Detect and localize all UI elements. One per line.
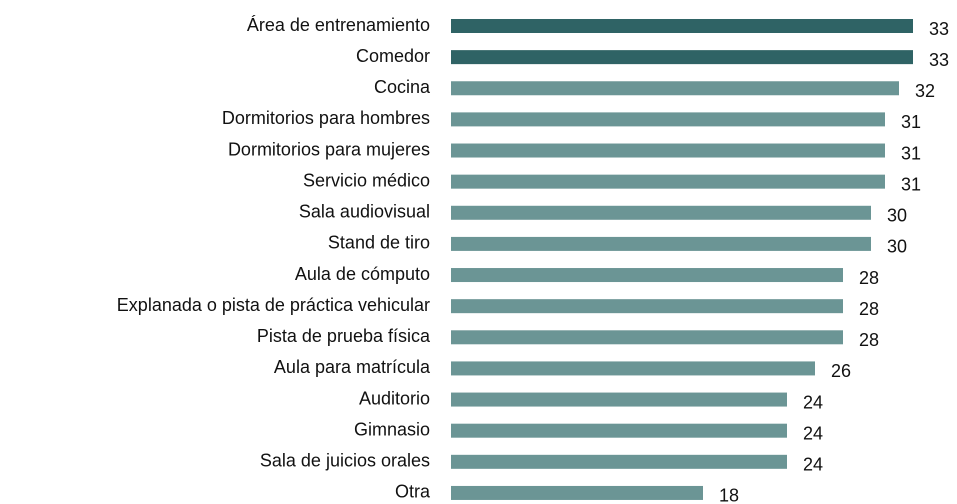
value-label: 31 bbox=[901, 112, 921, 132]
value-label: 30 bbox=[887, 206, 907, 226]
value-label: 28 bbox=[859, 330, 879, 350]
value-label: 31 bbox=[901, 174, 921, 194]
bar bbox=[451, 205, 871, 220]
bar bbox=[451, 485, 703, 500]
bar bbox=[451, 236, 871, 251]
value-label: 18 bbox=[719, 486, 739, 504]
bar bbox=[451, 392, 787, 407]
value-label: 28 bbox=[859, 299, 879, 319]
category-label: Otra bbox=[395, 482, 431, 502]
category-label: Aula de cómputo bbox=[295, 264, 430, 284]
category-label: Sala de juicios orales bbox=[260, 451, 430, 471]
bar bbox=[451, 112, 885, 127]
value-label: 32 bbox=[915, 81, 935, 101]
bar bbox=[451, 330, 843, 345]
value-label: 33 bbox=[929, 50, 949, 70]
category-label: Auditorio bbox=[359, 388, 430, 408]
bar bbox=[451, 423, 787, 438]
value-label: 24 bbox=[803, 455, 823, 475]
category-label: Cocina bbox=[374, 77, 431, 97]
bar bbox=[451, 268, 843, 283]
value-label: 31 bbox=[901, 143, 921, 163]
value-label: 30 bbox=[887, 237, 907, 257]
category-label: Aula para matrícula bbox=[274, 357, 431, 377]
bar bbox=[451, 454, 787, 469]
bar bbox=[451, 19, 913, 33]
category-label: Stand de tiro bbox=[328, 233, 430, 253]
value-label: 24 bbox=[803, 423, 823, 443]
category-label: Explanada o pista de práctica vehicular bbox=[117, 295, 430, 315]
value-label: 28 bbox=[859, 268, 879, 288]
bar bbox=[451, 50, 913, 65]
category-label: Comedor bbox=[356, 46, 430, 66]
category-label: Servicio médico bbox=[303, 170, 430, 190]
value-label: 24 bbox=[803, 392, 823, 412]
value-label: 33 bbox=[929, 19, 949, 39]
bar bbox=[451, 81, 899, 96]
bar bbox=[451, 299, 843, 314]
category-label: Área de entrenamiento bbox=[247, 15, 430, 35]
category-label: Sala audiovisual bbox=[299, 202, 430, 222]
bar bbox=[451, 174, 885, 189]
category-label: Dormitorios para hombres bbox=[222, 108, 430, 128]
category-label: Gimnasio bbox=[354, 419, 430, 439]
category-label: Dormitorios para mujeres bbox=[228, 139, 430, 159]
category-label: Pista de prueba física bbox=[257, 326, 431, 346]
bar bbox=[451, 361, 815, 376]
value-label: 26 bbox=[831, 361, 851, 381]
bar bbox=[451, 143, 885, 158]
